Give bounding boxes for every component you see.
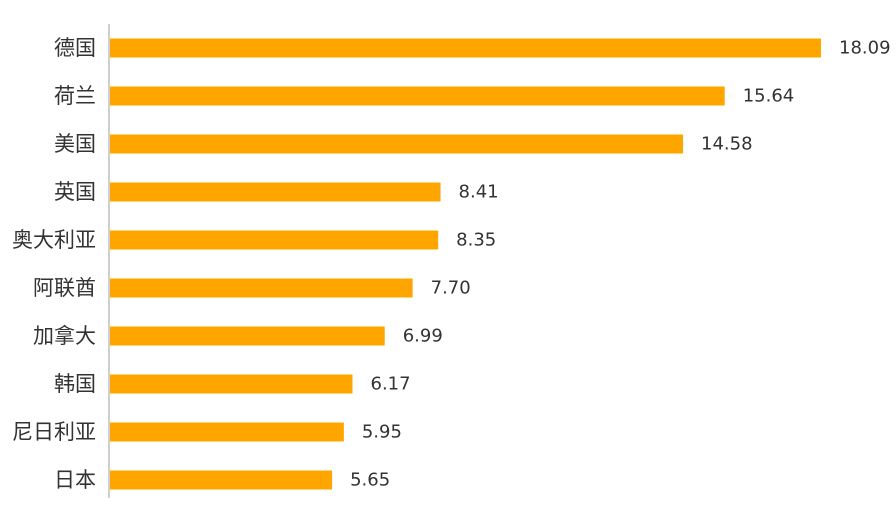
value-label: 6.99: [403, 326, 443, 347]
bar: [110, 470, 333, 490]
value-label: 5.95: [362, 422, 402, 443]
category-label: 阿联酋: [33, 276, 96, 300]
category-label: 美国: [54, 132, 96, 156]
value-label: 6.17: [371, 374, 411, 395]
category-label: 加拿大: [33, 324, 96, 348]
value-labels-group: 18.09 15.64 14.58 8.41 8.35 7.70 6.99 6.17 5.95 5…: [350, 38, 890, 491]
value-label: 7.70: [431, 278, 471, 299]
value-label: 18.09: [839, 38, 891, 59]
value-label: 15.64: [743, 86, 795, 107]
value-label: 8.41: [459, 182, 499, 203]
category-label: 尼日利亚: [12, 420, 96, 444]
bar: [110, 182, 441, 202]
category-label: 荷兰: [54, 84, 96, 108]
category-label: 日本: [54, 468, 96, 492]
value-label: 14.58: [701, 134, 753, 155]
bar: [110, 374, 353, 394]
bar: [110, 230, 439, 250]
category-label: 韩国: [54, 372, 96, 396]
bars-group: [110, 38, 821, 490]
category-label: 德国: [54, 36, 96, 60]
bar: [110, 278, 413, 298]
bar: [110, 38, 821, 58]
value-label: 5.65: [350, 470, 390, 491]
category-label: 英国: [54, 180, 96, 204]
bar: [110, 422, 344, 442]
bar: [110, 86, 725, 106]
bar: [110, 326, 385, 346]
value-label: 8.35: [456, 230, 496, 251]
bar: [110, 134, 684, 154]
category-label: 奥大利亚: [12, 228, 96, 252]
